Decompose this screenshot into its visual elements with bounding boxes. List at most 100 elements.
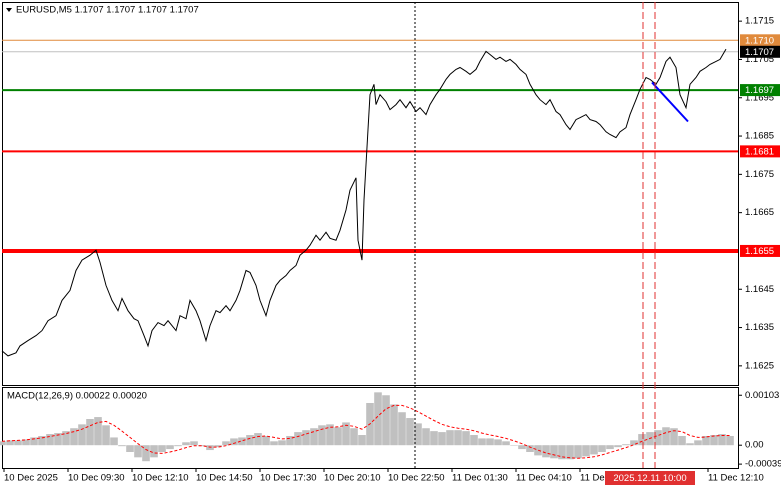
macd-bar — [726, 435, 734, 446]
y-tick-label: 1.1685 — [745, 131, 774, 142]
macd-bar — [478, 438, 486, 446]
macd-bar — [94, 417, 102, 446]
macd-bar — [694, 440, 702, 446]
x-tick-label: 10 Dec 09:30 — [68, 473, 125, 484]
macd-bar — [30, 437, 38, 446]
macd-bar — [670, 428, 678, 446]
macd-bar — [542, 445, 550, 458]
macd-bar — [174, 445, 182, 447]
y-tick-label: 0.00103 — [745, 390, 779, 401]
x-tick-label: 10 Dec 20:10 — [324, 473, 381, 484]
macd-bar — [558, 445, 566, 460]
macd-bar — [270, 441, 278, 446]
macd-bar — [222, 441, 230, 446]
level-label: 1.1697 — [745, 85, 774, 96]
level-label-box — [740, 145, 780, 158]
macd-bar — [630, 440, 638, 446]
level-label: 1.1655 — [745, 246, 774, 257]
macd-bar — [254, 433, 262, 446]
macd-bar — [62, 431, 70, 446]
level-label-box — [740, 84, 780, 97]
macd-bar — [326, 424, 334, 446]
macd-bar — [718, 434, 726, 446]
macd-bar — [614, 445, 622, 448]
macd-bar — [430, 431, 438, 446]
macd-bar — [534, 445, 542, 456]
macd-bar — [486, 438, 494, 446]
macd-bar — [374, 392, 382, 446]
macd-bar — [678, 435, 686, 446]
y-tick-label: 0.00 — [745, 440, 764, 451]
macd-bar — [118, 445, 126, 447]
macd-bar — [406, 418, 414, 446]
macd-bar — [286, 435, 294, 446]
y-tick-label: 1.1645 — [745, 284, 774, 295]
macd-bar — [134, 445, 142, 458]
level-label-box — [740, 34, 780, 47]
macd-bar — [294, 432, 302, 446]
macd-bar — [214, 445, 222, 448]
macd-bar — [230, 438, 238, 446]
cursor-label: 2025.12.11 10:00 — [613, 473, 686, 484]
macd-bar — [422, 428, 430, 446]
macd-panel-frame — [2, 387, 739, 469]
macd-bar — [0, 441, 6, 446]
macd-bar — [150, 445, 158, 458]
macd-bar — [54, 433, 62, 446]
macd-bar — [606, 445, 614, 450]
macd-bar — [382, 395, 390, 446]
x-tick-label: 10 Dec 12:10 — [132, 473, 189, 484]
macd-title: MACD(12,26,9) 0.00022 0.00020 — [7, 391, 147, 402]
x-tick-label: 11 Dec 12:10 — [708, 473, 764, 484]
macd-bar — [342, 422, 350, 446]
macd-bar — [590, 445, 598, 455]
macd-bar — [182, 442, 190, 446]
macd-bar — [238, 437, 246, 446]
macd-bar — [262, 435, 270, 446]
y-tick-label: 1.1705 — [745, 54, 774, 65]
macd-bar — [102, 425, 110, 446]
level-label: 1.1710 — [745, 35, 774, 46]
y-tick-label: 1.1715 — [745, 16, 774, 27]
macd-bar — [574, 445, 582, 459]
macd-bar — [166, 445, 174, 450]
macd-bar — [158, 445, 166, 452]
macd-bar — [190, 441, 198, 446]
x-tick-label: 11 Dec 01:30 — [452, 473, 508, 484]
macd-bar — [86, 419, 94, 446]
macd-bar — [70, 428, 78, 446]
macd-bar — [702, 435, 710, 446]
macd-bar — [622, 444, 630, 446]
x-tick-label: 10 Dec 22:50 — [388, 473, 445, 484]
macd-bar — [710, 435, 718, 446]
cursor-label-box — [605, 471, 695, 485]
macd-signal — [1, 404, 730, 459]
macd-bar — [550, 445, 558, 459]
macd-bar — [390, 404, 398, 446]
macd-bar — [582, 445, 590, 457]
macd-bar — [350, 428, 358, 446]
trendline — [651, 81, 689, 123]
macd-bar — [334, 427, 342, 446]
x-tick-label: 10 Dec 14:50 — [196, 473, 253, 484]
macd-bar — [686, 443, 694, 446]
macd-bar — [438, 432, 446, 446]
macd-bar — [518, 445, 526, 450]
macd-bar — [510, 445, 518, 446]
macd-bar — [494, 439, 502, 446]
macd-bar — [502, 441, 510, 446]
macd-bar — [206, 445, 214, 451]
chart-title: EURUSD,M5 1.1707 1.1707 1.1707 1.1707 — [16, 5, 199, 16]
y-tick-label: 1.1675 — [745, 169, 774, 180]
macd-bar — [38, 435, 46, 446]
macd-bar — [446, 430, 454, 446]
macd-bar — [110, 437, 118, 446]
y-tick-label: 1.1695 — [745, 92, 774, 103]
macd-bar — [638, 434, 646, 446]
macd-bar — [302, 430, 310, 446]
macd-bar — [662, 427, 670, 446]
macd-bar — [526, 445, 534, 452]
x-tick-label: 11 Dec 04:10 — [516, 473, 572, 484]
macd-bar — [566, 445, 574, 460]
